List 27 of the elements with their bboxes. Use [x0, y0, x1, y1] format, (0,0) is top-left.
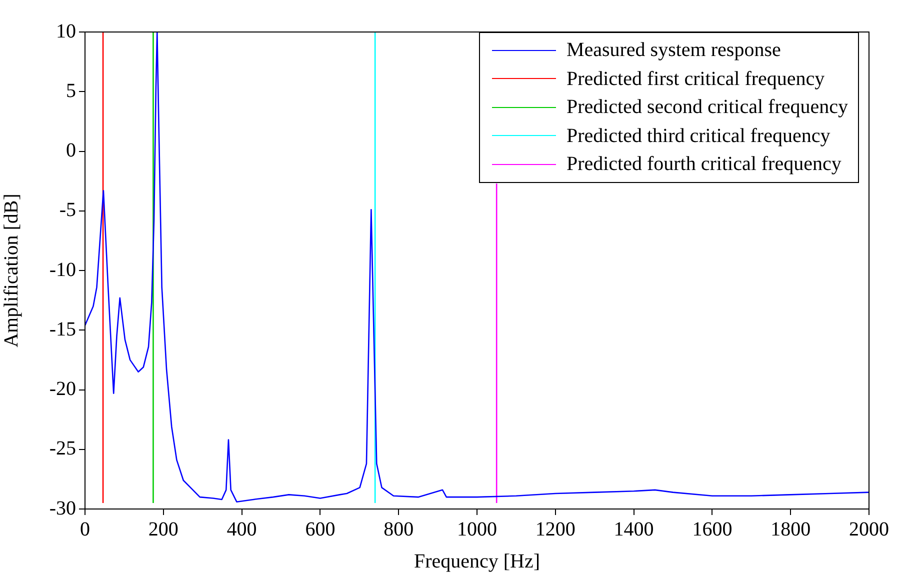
x-tick-label: 600	[305, 518, 336, 540]
x-tick-label: 1000	[457, 518, 497, 540]
x-tick-label: 1800	[770, 518, 811, 540]
legend-label: Predicted second critical frequency	[566, 95, 848, 120]
y-tick-label: -20	[49, 378, 76, 400]
y-axis-title: Amplification [dB]	[0, 194, 22, 348]
x-tick-label: 800	[384, 518, 414, 540]
legend-label: Predicted fourth critical frequency	[566, 152, 842, 177]
x-axis-title: Frequency [Hz]	[414, 550, 540, 572]
y-tick-label: -30	[49, 497, 76, 520]
x-tick-label: 1600	[692, 518, 732, 540]
y-tick-label: 0	[66, 140, 76, 162]
y-tick-label: -15	[49, 318, 76, 340]
x-tick-label: 0	[80, 518, 90, 540]
x-tick-label: 1200	[535, 518, 576, 540]
y-tick-label: -10	[49, 258, 76, 281]
y-tick-label: -25	[49, 438, 76, 460]
legend-label: Predicted first critical frequency	[566, 66, 825, 92]
x-tick-label: 200	[148, 518, 178, 540]
x-tick-label: 1400	[614, 518, 654, 540]
y-tick-label: 5	[66, 80, 76, 102]
y-tick-label: 10	[56, 20, 76, 42]
y-tick-label: -5	[59, 199, 76, 222]
x-tick-label: 400	[226, 518, 257, 540]
x-tick-label: 2000	[849, 518, 889, 540]
legend-label: Predicted third critical frequency	[566, 124, 830, 148]
legend-label: Measured system response	[566, 38, 781, 63]
